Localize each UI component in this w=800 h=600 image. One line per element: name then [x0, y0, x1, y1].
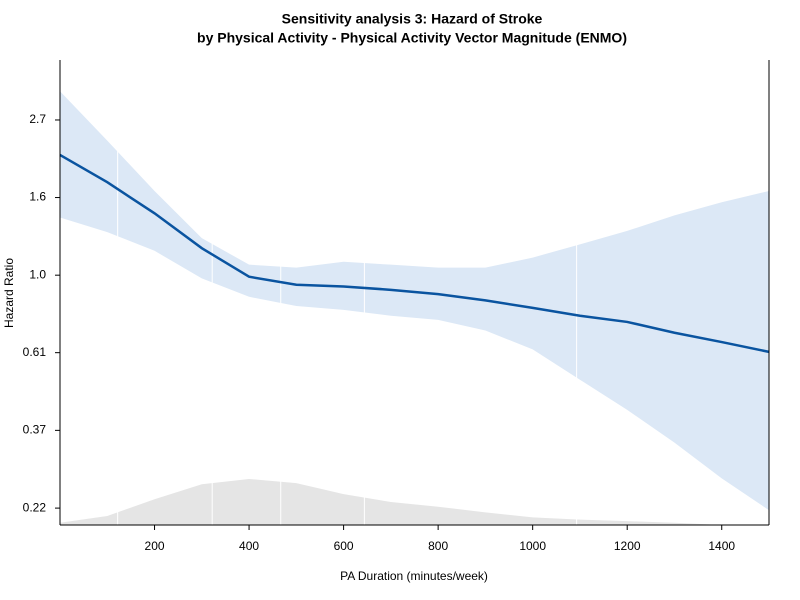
y-tick-label: 0.61 [23, 345, 47, 359]
density-area [60, 478, 769, 525]
x-tick-label: 400 [239, 539, 259, 553]
y-tick-label: 1.6 [29, 190, 46, 204]
chart-title: Sensitivity analysis 3: Hazard of Stroke [282, 11, 543, 27]
x-tick-label: 1400 [708, 539, 735, 553]
hazard-line [59, 153, 770, 354]
x-tick-label: 1000 [519, 539, 546, 553]
y-tick-label: 2.7 [29, 112, 46, 126]
x-tick-label: 600 [334, 539, 354, 553]
x-tick-label: 1200 [614, 539, 641, 553]
x-tick-label: 800 [428, 539, 448, 553]
confidence-band [60, 91, 769, 511]
x-tick-label: 200 [145, 539, 165, 553]
y-tick-label: 0.22 [23, 500, 47, 514]
chart-subtitle: by Physical Activity - Physical Activity… [197, 30, 627, 46]
y-tick-label: 1.0 [29, 267, 46, 281]
y-axis-label: Hazard Ratio [2, 258, 16, 328]
x-axis-label: PA Duration (minutes/week) [340, 569, 488, 583]
y-tick-label: 0.37 [23, 423, 47, 437]
